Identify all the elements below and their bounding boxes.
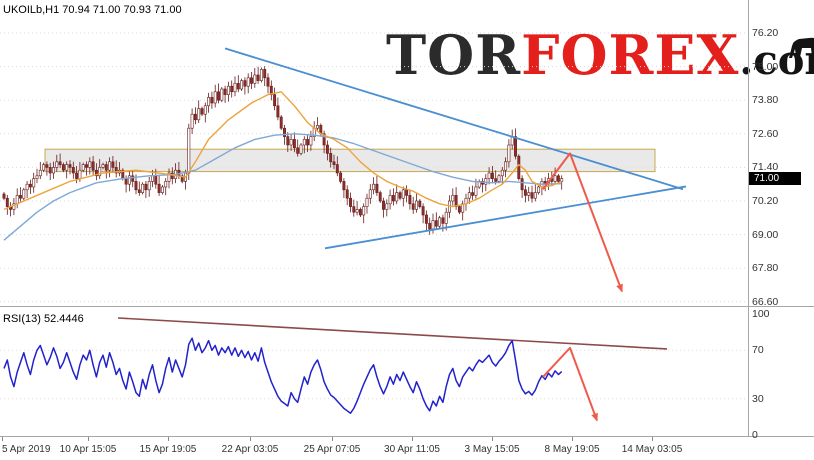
ma-slow-line	[3, 133, 562, 241]
logo-text-main: FOREX	[521, 23, 740, 87]
time-axis-tick	[412, 437, 413, 441]
rsi-chart-canvas[interactable]	[0, 310, 748, 436]
price-axis-label: 71.40	[752, 161, 779, 174]
price-axis-label: 69.00	[752, 228, 779, 241]
ma-fast-line	[3, 91, 562, 211]
time-axis-label: 14 May 03:05	[621, 444, 683, 455]
time-axis-tick	[572, 437, 573, 441]
trendline-lower[interactable]	[324, 185, 687, 250]
price-axis-label: 75.00	[752, 60, 779, 73]
rsi-forecast-arrow[interactable]	[542, 346, 598, 422]
time-axis-tick	[492, 437, 493, 441]
price-axis-label: 70.20	[752, 195, 779, 207]
time-axis-label: 3 May 15:05	[464, 444, 520, 455]
current-price-badge: 71.00	[749, 172, 801, 185]
symbol-ohlc-info: UKOILb,H1 70.94 71.00 70.93 71.00	[3, 4, 182, 16]
time-axis-tick	[250, 437, 251, 441]
logo-text-prefix: TOR	[386, 23, 522, 87]
time-axis-label: 5 Apr 2019	[2, 444, 51, 455]
time-axis-tick	[168, 437, 169, 441]
rsi-indicator-label: RSI(13) 52.4446	[3, 313, 84, 325]
price-axis-label: 72.60	[752, 127, 779, 140]
panel-separator[interactable]	[0, 306, 814, 307]
bull-bear-icon	[788, 37, 814, 58]
rsi-axis-label: 100	[752, 308, 770, 320]
time-axis-tick	[88, 437, 89, 441]
main-chart-canvas[interactable]	[0, 0, 748, 306]
time-axis-label: 22 Apr 03:05	[221, 444, 279, 455]
price-axis-label: 66.60	[752, 295, 779, 308]
price-axis-label: 76.20	[752, 27, 779, 39]
trendline-upper[interactable]	[224, 47, 684, 191]
price-axis-label: 67.80	[752, 262, 779, 275]
time-axis-label: 8 May 19:05	[544, 444, 600, 455]
rsi-line	[3, 337, 563, 414]
time-axis-separator	[0, 436, 814, 437]
time-axis-tick	[332, 437, 333, 441]
rsi-axis-label: 0	[752, 429, 758, 441]
time-axis-label: 25 Apr 07:05	[303, 444, 361, 455]
rsi-trendline[interactable]	[117, 317, 668, 350]
rsi-axis-label: 70	[752, 344, 764, 357]
time-axis-label: 30 Apr 11:05	[384, 444, 440, 455]
time-axis-label: 10 Apr 15:05	[59, 444, 117, 455]
price-axis-label: 73.80	[752, 94, 779, 107]
resistance-zone[interactable]	[44, 148, 656, 173]
time-axis-label: 15 Apr 19:05	[139, 444, 197, 455]
time-axis-tick	[652, 437, 653, 441]
forecast-arrow[interactable]	[542, 152, 623, 293]
rsi-axis-label: 30	[752, 392, 764, 405]
time-axis-tick	[2, 437, 3, 441]
price-axis-border	[748, 0, 749, 436]
